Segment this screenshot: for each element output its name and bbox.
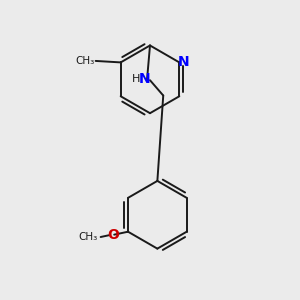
Text: H: H bbox=[132, 74, 140, 84]
Text: N: N bbox=[178, 55, 190, 68]
Text: O: O bbox=[107, 228, 119, 242]
Text: CH₃: CH₃ bbox=[79, 232, 98, 242]
Text: CH₃: CH₃ bbox=[75, 56, 94, 66]
Text: N: N bbox=[138, 72, 150, 86]
